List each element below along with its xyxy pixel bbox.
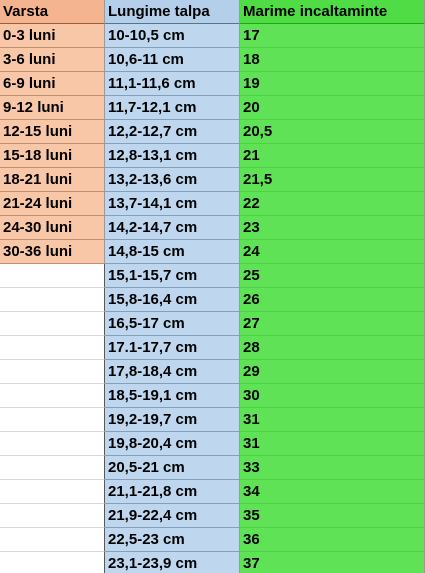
cell-age[interactable] <box>0 384 105 408</box>
cell-foot-length[interactable]: 23,1-23,9 cm <box>105 552 240 573</box>
cell-age[interactable] <box>0 528 105 552</box>
cell-age[interactable]: 6-9 luni <box>0 72 105 96</box>
cell-age[interactable] <box>0 312 105 336</box>
cell-foot-length[interactable]: 13,2-13,6 cm <box>105 168 240 192</box>
cell-foot-length[interactable]: 16,5-17 cm <box>105 312 240 336</box>
cell-shoe-size[interactable]: 28 <box>240 336 425 360</box>
cell-age[interactable] <box>0 288 105 312</box>
cell-age[interactable] <box>0 432 105 456</box>
cell-shoe-size[interactable]: 20 <box>240 96 425 120</box>
cell-foot-length[interactable]: 21,9-22,4 cm <box>105 504 240 528</box>
cell-age[interactable] <box>0 360 105 384</box>
cell-shoe-size[interactable]: 21,5 <box>240 168 425 192</box>
cell-foot-length[interactable]: 17,8-18,4 cm <box>105 360 240 384</box>
cell-foot-length[interactable]: 22,5-23 cm <box>105 528 240 552</box>
cell-shoe-size[interactable]: 34 <box>240 480 425 504</box>
cell-age[interactable]: 30-36 luni <box>0 240 105 264</box>
cell-foot-length[interactable]: 18,5-19,1 cm <box>105 384 240 408</box>
cell-shoe-size[interactable]: 24 <box>240 240 425 264</box>
cell-age[interactable]: 18-21 luni <box>0 168 105 192</box>
cell-shoe-size[interactable]: 37 <box>240 552 425 573</box>
cell-shoe-size[interactable]: 22 <box>240 192 425 216</box>
header-foot-length[interactable]: Lungime talpa <box>105 0 240 25</box>
cell-foot-length[interactable]: 11,7-12,1 cm <box>105 96 240 120</box>
header-shoe-size[interactable]: Marime incaltaminte <box>240 0 425 25</box>
cell-foot-length[interactable]: 14,8-15 cm <box>105 240 240 264</box>
cell-foot-length[interactable]: 15,1-15,7 cm <box>105 264 240 288</box>
cell-age[interactable] <box>0 408 105 432</box>
cell-shoe-size[interactable]: 19 <box>240 72 425 96</box>
cell-age[interactable] <box>0 264 105 288</box>
cell-shoe-size[interactable]: 20,5 <box>240 120 425 144</box>
cell-foot-length[interactable]: 19,2-19,7 cm <box>105 408 240 432</box>
cell-age[interactable]: 21-24 luni <box>0 192 105 216</box>
cell-age[interactable] <box>0 336 105 360</box>
cell-shoe-size[interactable]: 18 <box>240 48 425 72</box>
cell-foot-length[interactable]: 11,1-11,6 cm <box>105 72 240 96</box>
cell-age[interactable]: 0-3 luni <box>0 24 105 48</box>
cell-shoe-size[interactable]: 23 <box>240 216 425 240</box>
header-age[interactable]: Varsta <box>0 0 105 25</box>
cell-foot-length[interactable]: 17.1-17,7 cm <box>105 336 240 360</box>
cell-shoe-size[interactable]: 26 <box>240 288 425 312</box>
cell-shoe-size[interactable]: 33 <box>240 456 425 480</box>
cell-foot-length[interactable]: 12,2-12,7 cm <box>105 120 240 144</box>
cell-foot-length[interactable]: 21,1-21,8 cm <box>105 480 240 504</box>
cell-shoe-size[interactable]: 35 <box>240 504 425 528</box>
cell-age[interactable]: 3-6 luni <box>0 48 105 72</box>
cell-age[interactable]: 12-15 luni <box>0 120 105 144</box>
cell-age[interactable] <box>0 504 105 528</box>
cell-age[interactable] <box>0 480 105 504</box>
cell-age[interactable]: 24-30 luni <box>0 216 105 240</box>
cell-shoe-size[interactable]: 21 <box>240 144 425 168</box>
cell-age[interactable] <box>0 456 105 480</box>
cell-shoe-size[interactable]: 25 <box>240 264 425 288</box>
cell-foot-length[interactable]: 13,7-14,1 cm <box>105 192 240 216</box>
cell-foot-length[interactable]: 10-10,5 cm <box>105 24 240 48</box>
cell-shoe-size[interactable]: 17 <box>240 24 425 48</box>
cell-foot-length[interactable]: 20,5-21 cm <box>105 456 240 480</box>
cell-shoe-size[interactable]: 29 <box>240 360 425 384</box>
cell-age[interactable] <box>0 552 105 573</box>
cell-foot-length[interactable]: 14,2-14,7 cm <box>105 216 240 240</box>
cell-foot-length[interactable]: 10,6-11 cm <box>105 48 240 72</box>
cell-shoe-size[interactable]: 31 <box>240 408 425 432</box>
cell-age[interactable]: 15-18 luni <box>0 144 105 168</box>
cell-shoe-size[interactable]: 27 <box>240 312 425 336</box>
cell-foot-length[interactable]: 19,8-20,4 cm <box>105 432 240 456</box>
cell-foot-length[interactable]: 15,8-16,4 cm <box>105 288 240 312</box>
cell-foot-length[interactable]: 12,8-13,1 cm <box>105 144 240 168</box>
cell-age[interactable]: 9-12 luni <box>0 96 105 120</box>
cell-shoe-size[interactable]: 31 <box>240 432 425 456</box>
cell-shoe-size[interactable]: 36 <box>240 528 425 552</box>
cell-shoe-size[interactable]: 30 <box>240 384 425 408</box>
